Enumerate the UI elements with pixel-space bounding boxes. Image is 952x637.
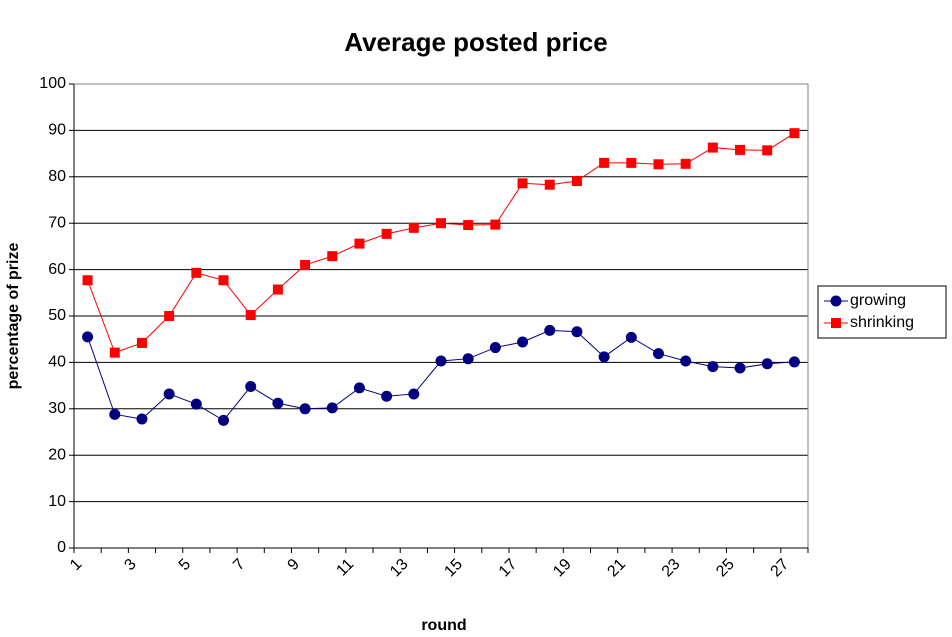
point xyxy=(109,347,120,358)
y-tick-label: 20 xyxy=(48,446,66,463)
point xyxy=(408,388,420,400)
x-tick-label: 17 xyxy=(496,556,521,581)
series xyxy=(82,324,800,426)
point xyxy=(299,403,311,415)
point xyxy=(245,310,256,321)
point xyxy=(164,311,175,321)
point xyxy=(489,342,501,354)
point xyxy=(191,267,202,278)
x-tick-label: 5 xyxy=(176,556,194,574)
legend-label: growing xyxy=(850,292,906,309)
point xyxy=(82,275,93,286)
point xyxy=(762,145,773,156)
point xyxy=(245,381,257,393)
point xyxy=(218,275,229,286)
y-tick-label: 30 xyxy=(48,400,66,417)
point xyxy=(625,331,637,343)
y-tick-label: 90 xyxy=(48,122,66,139)
y-tick-label: 100 xyxy=(39,75,66,92)
point xyxy=(82,331,94,343)
point xyxy=(109,408,121,420)
point xyxy=(599,157,610,168)
y-tick-label: 0 xyxy=(57,539,66,556)
point xyxy=(571,175,582,186)
legend-marker xyxy=(830,295,842,307)
point xyxy=(707,142,718,153)
point xyxy=(652,348,664,360)
y-tick-label: 10 xyxy=(48,493,66,510)
point xyxy=(761,358,773,370)
series xyxy=(82,128,800,358)
point xyxy=(571,326,583,338)
point xyxy=(680,355,692,367)
point xyxy=(544,179,555,190)
x-tick-label: 27 xyxy=(768,556,793,581)
point xyxy=(517,178,528,189)
point xyxy=(136,337,147,348)
x-tick-label: 3 xyxy=(121,556,139,574)
point xyxy=(680,158,691,169)
legend-marker xyxy=(831,318,841,328)
point xyxy=(218,414,230,426)
point xyxy=(272,397,284,409)
x-tick-label: 21 xyxy=(605,556,630,581)
y-tick-label: 60 xyxy=(48,261,66,278)
point xyxy=(327,251,338,262)
point xyxy=(788,356,800,368)
x-tick-label: 11 xyxy=(333,556,357,580)
point xyxy=(381,390,393,402)
point xyxy=(517,336,529,348)
point xyxy=(190,398,202,410)
x-tick-label: 19 xyxy=(550,556,575,581)
point xyxy=(598,351,610,363)
point xyxy=(300,259,311,270)
y-tick-label: 40 xyxy=(48,354,66,371)
point xyxy=(734,362,746,374)
y-tick-label: 70 xyxy=(48,214,66,231)
point xyxy=(381,228,392,239)
y-axis-title: percentage of prize xyxy=(5,243,22,390)
x-axis-title: round xyxy=(421,617,466,634)
x-tick-label: 15 xyxy=(441,556,466,581)
point xyxy=(735,144,746,155)
legend-box xyxy=(817,285,947,339)
x-tick-label: 1 xyxy=(67,556,85,574)
legend-label: shrinking xyxy=(850,314,914,331)
point xyxy=(326,402,338,414)
point xyxy=(136,413,148,425)
point xyxy=(653,159,664,170)
point xyxy=(544,324,556,336)
point xyxy=(463,220,474,231)
y-tick-label: 50 xyxy=(48,307,66,324)
point xyxy=(490,219,501,230)
point xyxy=(789,128,800,139)
point xyxy=(408,222,419,233)
point xyxy=(462,353,474,365)
x-tick-label: 13 xyxy=(387,556,412,581)
chart-title: Average posted price xyxy=(344,27,607,57)
point xyxy=(163,388,175,400)
point xyxy=(436,218,446,229)
point xyxy=(272,284,283,295)
x-tick-label: 9 xyxy=(285,556,303,574)
x-tick-label: 25 xyxy=(713,556,738,581)
point xyxy=(707,361,719,373)
x-tick-label: 23 xyxy=(659,556,684,581)
x-tick-label: 7 xyxy=(230,556,248,574)
y-tick-label: 80 xyxy=(48,168,66,185)
point xyxy=(354,238,365,249)
point xyxy=(435,355,447,367)
point xyxy=(353,382,365,394)
point xyxy=(626,157,637,168)
